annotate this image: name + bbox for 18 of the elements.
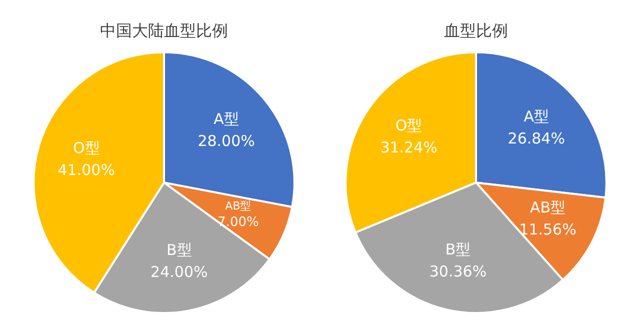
- slice-label: O型: [72, 138, 100, 157]
- chart-title: 血型比例: [444, 20, 508, 40]
- slice-label: B型: [166, 240, 192, 259]
- slice-label: B型: [445, 240, 471, 258]
- slice-label: A型: [524, 108, 550, 126]
- data-label: 26.84%: [508, 130, 565, 148]
- data-label: 28.00%: [198, 132, 255, 150]
- data-label: 30.36%: [429, 262, 487, 280]
- data-label: 24.00%: [150, 262, 208, 281]
- data-label: 31.24%: [380, 138, 438, 157]
- data-label: 41.00%: [58, 160, 115, 179]
- slice-label: A型: [214, 110, 239, 128]
- slice-label: AB型: [530, 198, 566, 217]
- slice-label: O型: [395, 116, 422, 135]
- data-label: 7.00%: [218, 215, 259, 230]
- slice-label: AB型: [225, 200, 252, 213]
- chart-title: 中国大陆血型比例: [100, 20, 228, 40]
- data-label: 11.56%: [519, 220, 576, 239]
